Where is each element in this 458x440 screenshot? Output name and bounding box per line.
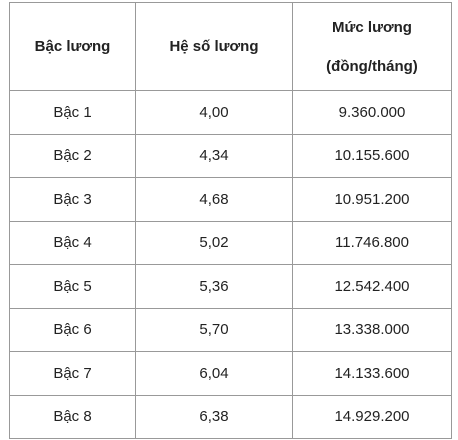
table-cell: Bậc 5 — [9, 264, 136, 309]
table-row: Bậc 3 4,68 10.951.200 — [9, 177, 452, 222]
table-cell: 14.133.600 — [292, 351, 452, 396]
table-cell: 4,68 — [135, 177, 293, 222]
table-row: Bậc 4 5,02 11.746.800 — [9, 220, 452, 265]
table-row: Bậc 1 4,00 9.360.000 — [9, 90, 452, 135]
table-cell: Bậc 6 — [9, 307, 136, 352]
table-cell: 4,34 — [135, 133, 293, 178]
table-cell: 6,04 — [135, 351, 293, 396]
header-cell: Hệ số lương — [135, 2, 293, 91]
header-cell: Bậc lương — [9, 2, 136, 91]
table-row: Bậc 7 6,04 14.133.600 — [9, 351, 452, 396]
header-text: Hệ số lương — [169, 38, 259, 55]
header-text: (đồng/tháng) — [326, 57, 418, 75]
salary-table: Bậc lương Hệ số lương Mức lương (đồng/thá… — [9, 2, 452, 439]
table-cell: Bậc 3 — [9, 177, 136, 222]
table-cell: 5,70 — [135, 307, 293, 352]
table-cell: Bậc 4 — [9, 220, 136, 265]
header-cell: Mức lương (đồng/tháng) — [292, 2, 452, 91]
table-cell: 9.360.000 — [292, 90, 452, 135]
table-body: Bậc 1 4,00 9.360.000 Bậc 2 4,34 10.155.600 Bậc… — [9, 90, 452, 439]
table-cell: 5,02 — [135, 220, 293, 265]
table-cell: 5,36 — [135, 264, 293, 309]
table-row: Bậc 6 5,70 13.338.000 — [9, 307, 452, 352]
table-cell: 10.951.200 — [292, 177, 452, 222]
table-cell: 12.542.400 — [292, 264, 452, 309]
table-row: Bậc 8 6,38 14.929.200 — [9, 394, 452, 439]
table-row: Bậc 2 4,34 10.155.600 — [9, 133, 452, 178]
table-cell: Bậc 7 — [9, 351, 136, 396]
table-cell: 11.746.800 — [292, 220, 452, 265]
table-cell: Bậc 1 — [9, 90, 136, 135]
header-text: Bậc lương — [34, 38, 111, 55]
header-row: Bậc lương Hệ số lương Mức lương (đồng/thá… — [9, 2, 452, 91]
table-cell: 10.155.600 — [292, 133, 452, 178]
table-cell: 4,00 — [135, 90, 293, 135]
table-cell: Bậc 2 — [9, 133, 136, 178]
table-row: Bậc 5 5,36 12.542.400 — [9, 264, 452, 309]
table-cell: Bậc 8 — [9, 394, 136, 439]
header-text: Mức lương — [332, 18, 412, 36]
table-cell: 13.338.000 — [292, 307, 452, 352]
table-cell: 14.929.200 — [292, 394, 452, 439]
table-cell: 6,38 — [135, 394, 293, 439]
